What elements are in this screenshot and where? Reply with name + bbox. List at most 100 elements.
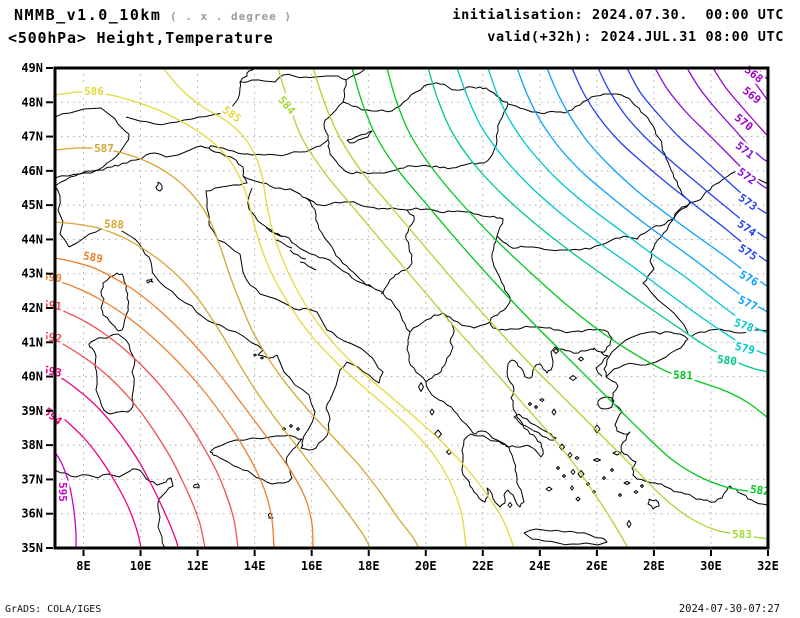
y-axis-label: 40N xyxy=(21,370,43,384)
y-axis-label: 42N xyxy=(21,301,43,315)
contour-580 xyxy=(427,68,768,373)
x-axis-label: 16E xyxy=(301,559,323,573)
contour-589 xyxy=(55,257,314,548)
contour-label-585: 585 xyxy=(220,103,244,125)
island xyxy=(507,502,513,508)
coastline xyxy=(642,169,768,334)
y-axis-label: 39N xyxy=(21,404,43,418)
contour-label-587: 587 xyxy=(94,142,114,155)
island xyxy=(570,485,574,491)
coastline xyxy=(155,181,163,192)
island xyxy=(418,382,424,392)
island xyxy=(562,474,566,478)
island xyxy=(618,493,622,497)
y-axis-label: 48N xyxy=(21,95,43,109)
y-axis-label: 36N xyxy=(21,507,43,521)
contour-586 xyxy=(55,91,467,548)
island xyxy=(610,468,614,472)
island xyxy=(253,353,257,357)
island xyxy=(539,398,545,402)
contour-585 xyxy=(162,68,515,548)
island xyxy=(556,466,560,470)
coastline xyxy=(55,107,130,179)
contour-581 xyxy=(386,68,768,419)
island xyxy=(545,486,553,492)
contour-lines xyxy=(55,68,768,548)
x-axis-label: 28E xyxy=(643,559,665,573)
island xyxy=(623,481,631,485)
island xyxy=(434,429,442,439)
coastline xyxy=(247,187,609,458)
coastline xyxy=(605,376,768,506)
x-axis-label: 20E xyxy=(415,559,437,573)
contour-578 xyxy=(487,68,768,334)
contour-label-582: 582 xyxy=(749,483,770,499)
island xyxy=(593,424,601,434)
coastline xyxy=(409,312,455,383)
contour-label-577: 577 xyxy=(736,293,760,313)
contour-575 xyxy=(571,68,768,263)
island xyxy=(429,408,435,416)
coastline xyxy=(55,468,174,548)
island xyxy=(551,408,557,416)
x-axis-label: 14E xyxy=(244,559,266,573)
coastline xyxy=(406,202,691,252)
contour-label-575: 575 xyxy=(736,242,760,264)
contour-594 xyxy=(55,411,142,548)
coastline xyxy=(192,483,200,489)
contour-label-589: 589 xyxy=(82,249,104,265)
contour-591 xyxy=(55,306,239,548)
island xyxy=(289,424,293,428)
contour-579 xyxy=(456,68,768,356)
island xyxy=(296,427,300,431)
x-axis-label: 10E xyxy=(130,559,152,573)
island xyxy=(612,450,622,456)
y-axis-label: 35N xyxy=(21,541,43,555)
units-note: ( . x . degree ) xyxy=(170,10,292,23)
island xyxy=(633,490,639,494)
contour-588 xyxy=(55,221,371,548)
model-title: NMMB_v1.0_10km xyxy=(14,6,162,24)
contour-label-576: 576 xyxy=(737,268,761,289)
coastline xyxy=(146,278,154,284)
valid-time: valid(+32h): 2024.JUL.31 08:00 UTC xyxy=(487,29,784,45)
island xyxy=(578,356,584,362)
y-axis-label: 37N xyxy=(21,472,43,486)
coastline xyxy=(523,528,608,546)
contour-label-586: 586 xyxy=(84,85,104,98)
coastline xyxy=(327,82,509,175)
coastline xyxy=(597,396,615,410)
island xyxy=(640,484,644,488)
island xyxy=(577,470,585,478)
island xyxy=(626,520,632,528)
axis-labels: 8E 10E 12E 14E 16E 18E 20E 22E 24E 26E 28E 30E 32E 49… xyxy=(21,61,779,573)
coastline xyxy=(275,239,293,249)
coastline xyxy=(88,333,136,415)
init-time: initialisation: 2024.07.30. 00:00 UTC xyxy=(452,7,784,23)
coastline xyxy=(125,73,347,157)
contour-584 xyxy=(277,68,629,548)
contour-577 xyxy=(516,68,768,313)
coastline xyxy=(647,498,660,510)
coastline xyxy=(55,145,384,451)
contour-593 xyxy=(55,373,179,548)
coastline xyxy=(442,312,491,329)
coastline xyxy=(461,433,525,508)
coastline xyxy=(305,197,373,288)
island xyxy=(567,452,573,458)
contour-582 xyxy=(351,68,768,493)
coastline xyxy=(289,249,307,260)
x-axis-label: 24E xyxy=(529,559,551,573)
island xyxy=(574,456,580,460)
contour-587 xyxy=(55,147,420,548)
coastline xyxy=(507,93,691,204)
coastline xyxy=(691,328,768,337)
contour-576 xyxy=(546,68,768,288)
coastline xyxy=(239,68,256,83)
contour-label-571: 571 xyxy=(733,139,757,162)
contour-label-569: 569 xyxy=(740,84,764,106)
island xyxy=(528,402,532,406)
contour-label-595: 595 xyxy=(56,482,69,502)
